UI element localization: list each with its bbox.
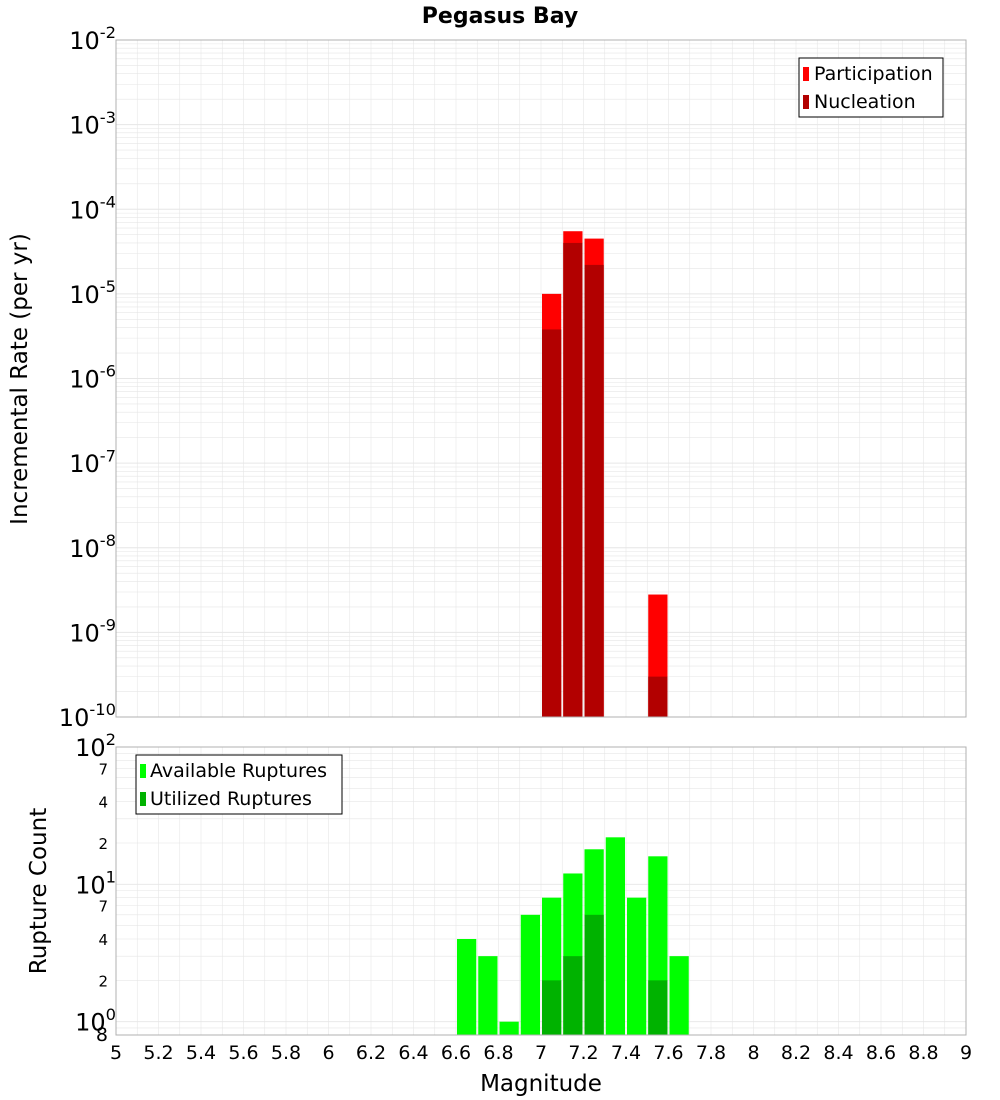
count-y-major-tick-label: 100 <box>75 1005 116 1037</box>
x-tick-label: 7 <box>535 1042 547 1064</box>
nucleation-bar <box>648 676 668 717</box>
rate-grid <box>115 39 967 718</box>
rate-plot-border <box>115 39 967 718</box>
x-tick-label: 6.8 <box>483 1042 513 1064</box>
rate-y-tick-label: 10-7 <box>69 446 116 478</box>
count-y-major-tick-label: 102 <box>75 730 116 762</box>
nucleation-bar <box>542 329 562 717</box>
count-y-tick-labels: 102 101 100 7 4 2 7 4 2 8 <box>75 730 116 1046</box>
participation-legend-label: Participation <box>814 63 933 85</box>
rate-y-tick-labels: 10-2 10-3 10-4 10-5 10-6 10-7 10-8 10-9 10-10 <box>59 23 116 732</box>
available-ruptures-bar <box>520 914 540 1035</box>
rate-y-axis-label: Incremental Rate (per yr) <box>7 233 33 525</box>
rate-bars <box>542 231 668 718</box>
x-tick-label: 6.4 <box>398 1042 428 1064</box>
x-tick-labels: 5 5.2 5.4 5.6 5.8 6 6.2 6.4 6.6 6.8 7 7.2 7.4 7.6 7.8 8… <box>110 1042 972 1064</box>
count-y-minor-tick-label: 2 <box>98 972 108 990</box>
count-panel: 102 101 100 7 4 2 7 4 2 8 5 5.2 5.4 5.6 5.8 6 6.2 6.4 6.6… <box>26 730 972 1097</box>
rate-legend-box <box>798 57 944 118</box>
count-y-minor-tick-label: 2 <box>98 835 108 853</box>
x-tick-label: 7.8 <box>696 1042 726 1064</box>
x-tick-label: 8.8 <box>908 1042 938 1064</box>
x-tick-label: 5 <box>110 1042 122 1064</box>
x-tick-label: 6 <box>322 1042 334 1064</box>
utilized-ruptures-bar <box>648 980 668 1035</box>
count-y-minor-tick-label: 4 <box>98 794 108 812</box>
x-tick-label: 5.2 <box>143 1042 173 1064</box>
count-legend-box <box>135 754 343 815</box>
x-axis-label: Magnitude <box>480 1071 602 1097</box>
available-ruptures-bar <box>627 897 647 1035</box>
participation-legend-swatch <box>803 67 809 81</box>
available-ruptures-bar <box>478 956 498 1035</box>
rate-y-tick-label: 10-10 <box>59 700 116 732</box>
x-tick-label: 5.8 <box>271 1042 301 1064</box>
rate-y-tick-label: 10-4 <box>69 192 116 224</box>
x-tick-label: 7.2 <box>568 1042 598 1064</box>
available-ruptures-bar <box>605 837 625 1035</box>
nucleation-legend-swatch <box>803 95 809 109</box>
rate-legend: Participation Nucleation <box>798 57 944 118</box>
available-legend-swatch <box>140 764 146 778</box>
x-tick-label: 8.4 <box>823 1042 853 1064</box>
x-tick-label: 8.2 <box>781 1042 811 1064</box>
count-plot-border <box>115 746 967 1036</box>
rate-y-tick-label: 10-2 <box>69 23 116 55</box>
rate-y-tick-label: 10-3 <box>69 108 116 140</box>
count-y-axis-label: Rupture Count <box>26 808 52 974</box>
available-ruptures-bar <box>457 939 477 1035</box>
available-ruptures-bar <box>499 1021 519 1035</box>
available-legend-label: Available Ruptures <box>150 760 327 782</box>
chart-title: Pegasus Bay <box>422 4 578 29</box>
x-tick-label: 9 <box>960 1042 972 1064</box>
count-grid <box>115 746 967 1036</box>
x-tick-label: 8.6 <box>866 1042 896 1064</box>
count-y-major-tick-label: 101 <box>75 868 116 900</box>
rate-y-tick-label: 10-9 <box>69 616 116 648</box>
rate-y-tick-label: 10-8 <box>69 531 116 563</box>
x-tick-label: 6.6 <box>441 1042 471 1064</box>
count-bars <box>457 837 689 1035</box>
count-y-minor-tick-label: 4 <box>98 931 108 949</box>
utilized-ruptures-bar <box>563 956 583 1035</box>
nucleation-legend-label: Nucleation <box>814 91 916 113</box>
x-tick-label: 8 <box>747 1042 759 1064</box>
count-y-minor-tick-label: 8 <box>96 1024 108 1046</box>
utilized-legend-label: Utilized Ruptures <box>150 788 312 810</box>
utilized-ruptures-bar <box>542 980 562 1035</box>
utilized-legend-swatch <box>140 792 146 806</box>
count-y-minor-tick-label: 7 <box>98 898 108 916</box>
count-y-minor-tick-label: 7 <box>98 760 108 778</box>
x-tick-label: 7.4 <box>611 1042 641 1064</box>
rate-panel: 10-2 10-3 10-4 10-5 10-6 10-7 10-8 10-9 10-10 In… <box>7 23 967 732</box>
x-tick-label: 6.2 <box>356 1042 386 1064</box>
rate-y-tick-label: 10-5 <box>69 277 116 309</box>
rate-y-tick-label: 10-6 <box>69 362 116 394</box>
nucleation-bar <box>563 242 583 718</box>
count-legend: Available Ruptures Utilized Ruptures <box>135 754 343 815</box>
nucleation-bar <box>584 264 604 717</box>
utilized-ruptures-bar <box>584 914 604 1035</box>
x-tick-label: 5.6 <box>228 1042 258 1064</box>
available-ruptures-bar <box>669 956 689 1035</box>
x-tick-label: 7.6 <box>653 1042 683 1064</box>
x-tick-label: 5.4 <box>186 1042 216 1064</box>
